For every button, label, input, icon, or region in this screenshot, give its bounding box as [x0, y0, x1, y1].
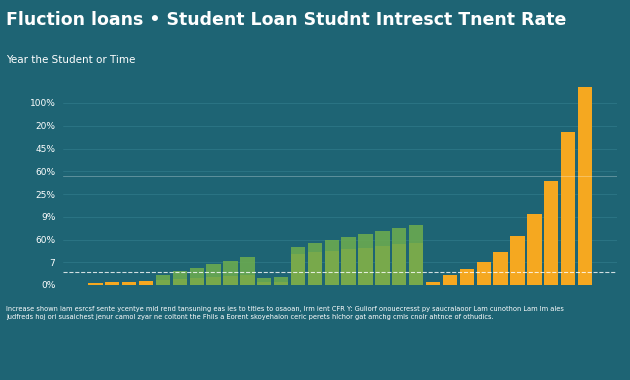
Bar — [527, 214, 542, 285]
Bar — [156, 280, 170, 285]
Bar — [105, 282, 120, 285]
Bar — [173, 279, 187, 285]
Bar — [426, 282, 440, 285]
Bar — [291, 247, 305, 285]
Bar — [291, 254, 305, 285]
Bar — [307, 244, 322, 285]
Bar — [460, 269, 474, 285]
Bar — [375, 246, 389, 285]
Bar — [122, 282, 136, 285]
Bar — [392, 244, 406, 285]
Bar — [139, 281, 153, 285]
Bar — [341, 249, 356, 285]
Bar — [190, 278, 204, 285]
Bar — [578, 62, 592, 285]
Bar — [341, 237, 356, 285]
Bar — [207, 277, 220, 285]
Text: Fluction loans • Student Loan Studnt Intresct Tnent Rate: Fluction loans • Student Loan Studnt Int… — [6, 11, 566, 29]
Text: Year the Student or Time: Year the Student or Time — [6, 55, 135, 65]
Bar — [358, 247, 373, 285]
Bar — [561, 133, 575, 285]
Bar — [493, 252, 508, 285]
Bar — [223, 261, 238, 285]
Bar — [476, 262, 491, 285]
Bar — [358, 234, 373, 285]
Bar — [409, 243, 423, 285]
Bar — [257, 282, 272, 285]
Bar — [173, 271, 187, 285]
Bar — [257, 278, 272, 285]
Bar — [510, 236, 525, 285]
Bar — [274, 282, 289, 285]
Bar — [392, 228, 406, 285]
Bar — [409, 225, 423, 285]
Bar — [375, 231, 389, 285]
Bar — [223, 276, 238, 285]
Bar — [88, 283, 103, 285]
Bar — [544, 181, 558, 285]
Bar — [156, 275, 170, 285]
Bar — [190, 268, 204, 285]
Bar — [207, 264, 220, 285]
Bar — [240, 275, 255, 285]
Bar — [324, 240, 339, 285]
Bar — [274, 277, 289, 285]
Text: Increase shown lam esrcsf sente ycentye mid rend tansuning eas ies to titles to : Increase shown lam esrcsf sente ycentye … — [6, 306, 564, 320]
Bar — [443, 275, 457, 285]
Bar — [307, 252, 322, 285]
Bar — [324, 251, 339, 285]
Bar — [240, 257, 255, 285]
